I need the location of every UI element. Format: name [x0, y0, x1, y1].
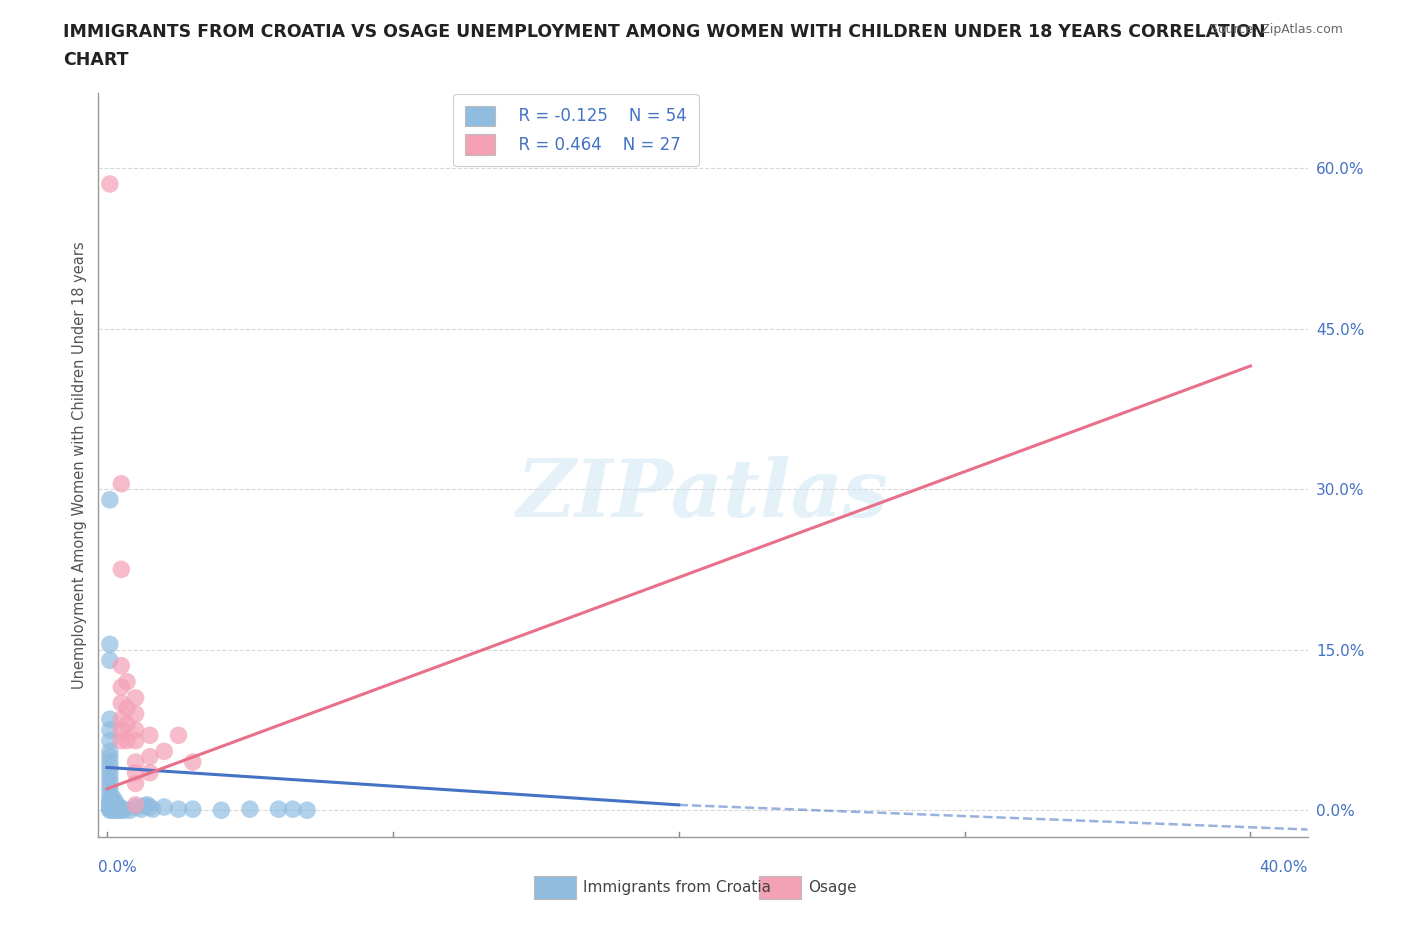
Point [110, 801, 132, 816]
Point [110, 476, 132, 491]
Text: ZIPatlas: ZIPatlas [517, 456, 889, 534]
Point [98, 744, 121, 759]
Point [98, 792, 121, 807]
Text: Source: ZipAtlas.com: Source: ZipAtlas.com [1209, 23, 1343, 36]
Text: 0.0%: 0.0% [98, 860, 138, 875]
Point [98, 799, 121, 814]
Point [101, 794, 124, 809]
Point [110, 562, 132, 577]
Point [104, 797, 127, 812]
Point [124, 800, 146, 815]
Point [98, 723, 121, 737]
Point [98, 637, 121, 652]
Point [124, 797, 146, 812]
Point [115, 733, 138, 748]
Point [110, 711, 132, 726]
Point [281, 802, 304, 817]
Point [167, 802, 190, 817]
Text: 40.0%: 40.0% [1260, 860, 1308, 875]
Point [110, 723, 132, 737]
Point [104, 801, 127, 816]
Point [98, 765, 121, 780]
Point [181, 802, 204, 817]
Point [101, 797, 124, 812]
Point [101, 790, 124, 804]
Point [209, 803, 232, 817]
Point [98, 781, 121, 796]
Legend:   R = -0.125    N = 54,   R = 0.464    N = 27: R = -0.125 N = 54, R = 0.464 N = 27 [453, 94, 699, 166]
Point [107, 800, 129, 815]
Point [98, 492, 121, 507]
Point [98, 177, 121, 192]
Point [115, 674, 138, 689]
Point [98, 750, 121, 764]
Point [110, 803, 132, 817]
Point [98, 771, 121, 786]
Point [167, 728, 190, 743]
Point [98, 760, 121, 775]
Point [98, 801, 121, 816]
Point [98, 803, 121, 817]
Point [98, 711, 121, 726]
Point [134, 799, 156, 814]
Point [98, 787, 121, 802]
Point [124, 690, 146, 705]
Point [153, 744, 176, 759]
Point [295, 803, 318, 817]
Point [101, 800, 124, 815]
Point [110, 680, 132, 695]
Point [112, 803, 135, 817]
Point [118, 803, 141, 817]
Point [124, 733, 146, 748]
Text: CHART: CHART [63, 51, 129, 69]
Point [129, 802, 152, 817]
Point [139, 728, 162, 743]
Point [139, 800, 162, 815]
Point [136, 797, 159, 812]
Point [104, 794, 127, 809]
Text: Osage: Osage [808, 880, 858, 895]
Point [139, 765, 162, 780]
Point [98, 800, 121, 815]
Point [110, 696, 132, 711]
Point [267, 802, 290, 817]
Point [98, 796, 121, 811]
Point [181, 754, 204, 769]
Point [124, 765, 146, 780]
Point [98, 802, 121, 817]
Point [115, 701, 138, 716]
Point [107, 802, 129, 817]
Point [239, 802, 262, 817]
Point [98, 794, 121, 809]
Point [98, 733, 121, 748]
Point [110, 658, 132, 673]
Point [107, 803, 129, 817]
Point [101, 803, 124, 817]
Point [98, 653, 121, 668]
Text: IMMIGRANTS FROM CROATIA VS OSAGE UNEMPLOYMENT AMONG WOMEN WITH CHILDREN UNDER 18: IMMIGRANTS FROM CROATIA VS OSAGE UNEMPLO… [63, 23, 1265, 41]
Point [104, 803, 127, 817]
Point [101, 802, 124, 817]
Point [139, 750, 162, 764]
Point [153, 800, 176, 815]
Point [115, 717, 138, 732]
Point [98, 776, 121, 790]
Point [142, 802, 165, 817]
Point [98, 754, 121, 769]
Point [124, 723, 146, 737]
Point [124, 776, 146, 790]
Text: Immigrants from Croatia: Immigrants from Croatia [583, 880, 772, 895]
Point [124, 754, 146, 769]
Point [124, 707, 146, 722]
Point [110, 733, 132, 748]
Y-axis label: Unemployment Among Women with Children Under 18 years: Unemployment Among Women with Children U… [72, 241, 87, 689]
